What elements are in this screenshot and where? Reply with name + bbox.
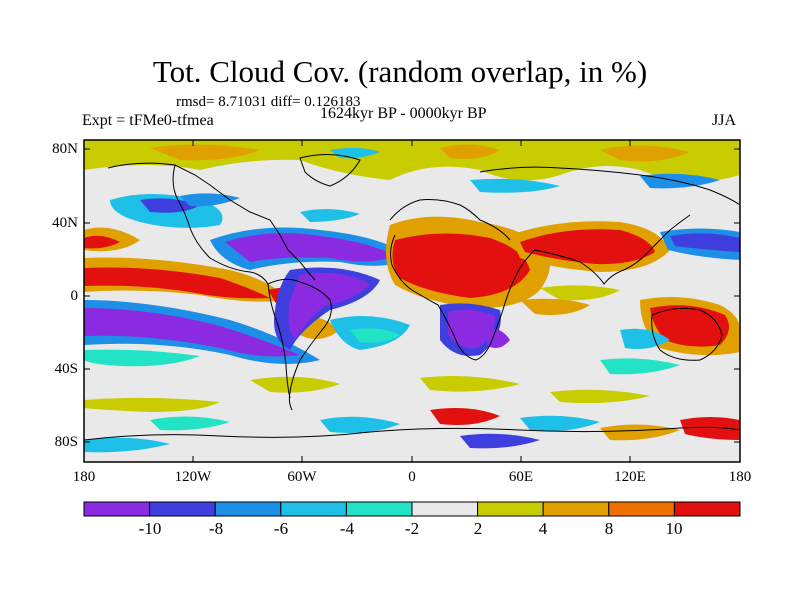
axis-ticks bbox=[84, 140, 740, 462]
lat-label-40s: 40S bbox=[54, 361, 78, 377]
stats-label: rmsd= 8.71031 diff= 0.126183 bbox=[176, 94, 361, 110]
colorbar-label: 4 bbox=[538, 519, 548, 538]
map-title: Tot. Cloud Cov. (random overlap, in %) bbox=[152, 54, 648, 89]
colorbar-label: -10 bbox=[138, 519, 162, 538]
colorbar-swatch bbox=[608, 501, 675, 517]
colorbar-swatch bbox=[411, 501, 479, 517]
lat-label-40n: 40N bbox=[52, 215, 78, 231]
colorbar-label: 2 bbox=[473, 519, 483, 538]
colorbar-label: -8 bbox=[208, 519, 224, 538]
lon-label-0: 0 bbox=[408, 469, 416, 485]
lat-label-80n: 80N bbox=[52, 141, 78, 157]
experiment-label: Expt = tFMe0-tfmea bbox=[82, 112, 214, 129]
period-label: 1624kyr BP - 0000kyr BP bbox=[320, 105, 487, 122]
lon-label-180e: 180 bbox=[728, 469, 752, 485]
season-label: JJA bbox=[712, 112, 737, 129]
colorbar-swatch bbox=[345, 501, 413, 517]
colorbar-label: 10 bbox=[665, 519, 683, 538]
lon-label-60e: 60E bbox=[508, 469, 534, 485]
colorbar-swatch bbox=[542, 501, 610, 517]
lon-label-60w: 60W bbox=[287, 469, 317, 485]
colorbar-swatch bbox=[673, 501, 741, 517]
colorbar-swatch bbox=[83, 501, 151, 517]
coastlines bbox=[84, 154, 740, 441]
lon-label-180w: 180 bbox=[72, 469, 96, 485]
colorbar-swatch bbox=[280, 501, 347, 517]
colorbar-label: -4 bbox=[339, 519, 355, 538]
lon-label-120w: 120W bbox=[174, 469, 212, 485]
colorbar-label: -2 bbox=[404, 519, 420, 538]
colorbar-label: -6 bbox=[273, 519, 289, 538]
colorbar bbox=[83, 501, 741, 517]
colorbar-swatch bbox=[477, 501, 544, 517]
colorbar-swatch bbox=[214, 501, 282, 517]
map-field bbox=[84, 140, 740, 462]
colorbar-label: 8 bbox=[604, 519, 614, 538]
colorbar-swatch bbox=[149, 501, 216, 517]
lon-label-120e: 120E bbox=[614, 469, 646, 485]
lat-label-eq: 0 bbox=[70, 288, 79, 304]
lat-label-80s: 80S bbox=[54, 434, 78, 450]
